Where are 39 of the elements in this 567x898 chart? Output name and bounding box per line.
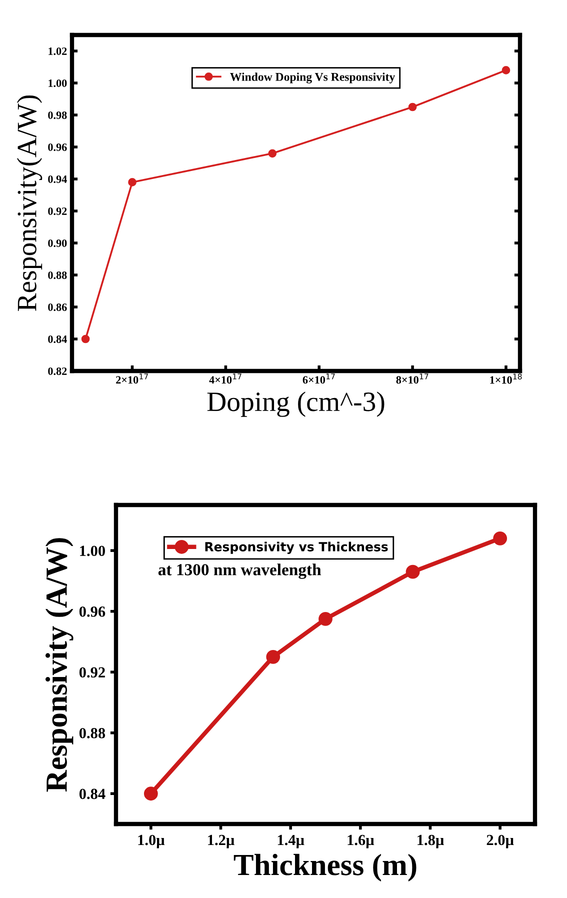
point	[266, 650, 280, 664]
y-axis-title: Responsivity(A/W)	[16, 95, 42, 311]
legend-label: Responsivity vs Thickness	[205, 542, 388, 554]
x-tick-label: 4×10$^{17}$	[209, 374, 242, 384]
x-axis-title: Doping (cm^-3)	[207, 392, 384, 417]
y-tick-label: 1.00	[48, 79, 67, 88]
x-axis-title: Thickness (m)	[234, 854, 416, 882]
x-tick-label: 1.8μ	[418, 834, 444, 848]
y-tick-label: 0.96	[48, 143, 67, 152]
y-tick-label: 0.84	[79, 788, 106, 800]
x-tick-label: 1.0μ	[138, 834, 165, 848]
y-tick-label: 0.94	[48, 175, 67, 184]
y-tick-label: 0.82	[48, 367, 67, 376]
legend-label: Window Doping Vs Responsivity	[230, 72, 396, 84]
y-tick-label: 0.84	[48, 335, 67, 344]
y-tick-label: 0.86	[48, 303, 67, 312]
x-tick-label: 1.6μ	[348, 834, 374, 848]
y-tick-label: 0.96	[79, 606, 106, 617]
y-axis-title: Responsivity (A/W)	[45, 538, 74, 792]
x-tick-label: 1.4μ	[278, 834, 304, 848]
y-tick-label: 1.02	[48, 47, 67, 56]
y-tick-label: 0.92	[79, 667, 105, 678]
y-tick-label: 1.00	[80, 546, 105, 556]
point	[406, 564, 420, 579]
y-tick-label: 0.88	[79, 728, 106, 738]
x-tick-label: 2×10$^{17}$	[116, 374, 148, 384]
y-tick-label: 0.90	[48, 239, 67, 248]
x-tick-label: 2.0μ	[486, 834, 514, 848]
x-tick-label: 8×10$^{17}$	[396, 374, 428, 384]
x-tick-label: 1.2μ	[208, 834, 234, 848]
y-tick-label: 0.98	[48, 111, 67, 120]
point	[318, 612, 332, 626]
y-tick-label: 0.88	[48, 271, 67, 280]
x-tick-label: 6×10$^{17}$	[302, 374, 335, 384]
point	[493, 531, 508, 546]
annotation: at 1300 nm wavelength	[158, 564, 322, 579]
x-tick-label: 1×10$^{18}$	[490, 374, 522, 384]
point	[144, 786, 158, 801]
y-tick-label: 0.92	[48, 207, 67, 216]
